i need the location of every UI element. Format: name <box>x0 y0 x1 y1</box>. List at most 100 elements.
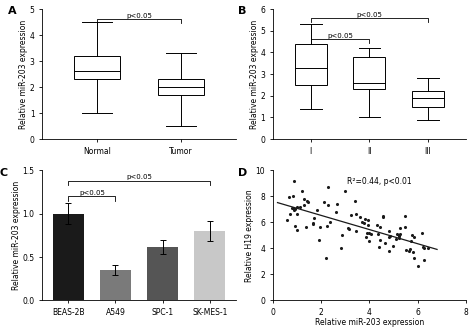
Point <box>289 193 297 198</box>
Point <box>409 249 417 254</box>
Point <box>345 225 352 231</box>
Point <box>332 209 340 215</box>
Point <box>315 237 323 242</box>
Point <box>379 213 387 219</box>
Point <box>291 223 299 228</box>
Point <box>408 239 415 244</box>
Y-axis label: Relative miR-203 expression: Relative miR-203 expression <box>250 19 259 129</box>
Point <box>401 224 409 229</box>
Point <box>395 235 402 241</box>
Text: p<0.05: p<0.05 <box>126 13 152 19</box>
Point <box>323 223 331 229</box>
Point <box>365 231 373 236</box>
Bar <box>53 214 83 300</box>
Point <box>397 232 404 237</box>
Text: C: C <box>0 168 8 178</box>
Point <box>379 214 386 219</box>
Point <box>310 215 318 220</box>
Text: A: A <box>8 6 16 16</box>
Point <box>363 235 370 240</box>
Point <box>322 256 329 261</box>
Text: p<0.05: p<0.05 <box>126 174 152 180</box>
X-axis label: Relative miR-203 expression: Relative miR-203 expression <box>315 318 424 327</box>
Point <box>418 230 426 235</box>
Bar <box>194 231 225 300</box>
Point <box>309 222 316 227</box>
Bar <box>412 92 444 107</box>
Point <box>293 204 301 209</box>
Point <box>364 217 372 222</box>
Point <box>288 205 296 211</box>
Point <box>375 244 383 249</box>
Point <box>324 184 331 190</box>
Point <box>419 244 427 249</box>
Point <box>287 212 294 217</box>
Point <box>333 201 340 207</box>
Point <box>285 194 293 200</box>
Point <box>361 216 369 222</box>
Point <box>420 257 428 263</box>
Point <box>365 222 372 227</box>
Point <box>293 211 301 216</box>
Point <box>324 202 332 207</box>
Point <box>293 227 301 233</box>
Point <box>389 243 396 248</box>
Point <box>405 248 413 254</box>
Point <box>291 207 299 212</box>
Point <box>342 188 349 193</box>
Point <box>395 233 403 238</box>
Point <box>374 231 382 236</box>
Point <box>296 205 304 210</box>
Y-axis label: Relative miR-203 expression: Relative miR-203 expression <box>12 181 21 290</box>
Point <box>374 222 381 227</box>
Point <box>353 229 360 234</box>
Point <box>337 245 345 250</box>
Point <box>313 207 320 212</box>
Point <box>392 237 400 242</box>
Point <box>382 240 389 246</box>
Point <box>406 246 414 251</box>
Point <box>310 220 317 225</box>
Point <box>317 224 324 229</box>
Text: p<0.05: p<0.05 <box>356 12 383 18</box>
Point <box>301 202 308 208</box>
Point <box>358 219 365 225</box>
Point <box>410 235 417 240</box>
Point <box>385 234 392 239</box>
Text: B: B <box>238 6 246 16</box>
Point <box>300 197 308 202</box>
Text: D: D <box>238 168 247 178</box>
Point <box>346 226 353 231</box>
Point <box>338 232 346 237</box>
Point <box>410 255 417 261</box>
Point <box>395 232 403 237</box>
Point <box>420 245 428 250</box>
Bar <box>295 44 327 85</box>
Point <box>385 248 393 253</box>
Point <box>396 225 404 231</box>
Point <box>326 220 334 225</box>
Point <box>321 200 328 205</box>
Point <box>365 238 373 244</box>
Point <box>414 263 421 268</box>
Point <box>356 214 364 219</box>
Point <box>283 217 291 222</box>
Bar <box>100 270 131 300</box>
Text: p<0.05: p<0.05 <box>327 33 353 39</box>
Bar <box>147 247 178 300</box>
Point <box>352 211 359 216</box>
Text: p<0.05: p<0.05 <box>79 190 105 196</box>
Point <box>368 231 375 236</box>
Bar <box>353 57 385 89</box>
Point <box>351 199 359 204</box>
Point <box>376 224 384 229</box>
Text: R²=0.44, p<0.01: R²=0.44, p<0.01 <box>347 177 411 186</box>
Point <box>347 212 355 217</box>
Point <box>302 224 310 229</box>
Bar <box>158 79 204 95</box>
Point <box>394 231 401 236</box>
Point <box>385 228 392 233</box>
Point <box>290 206 297 211</box>
Point <box>304 200 311 205</box>
Point <box>303 198 310 204</box>
